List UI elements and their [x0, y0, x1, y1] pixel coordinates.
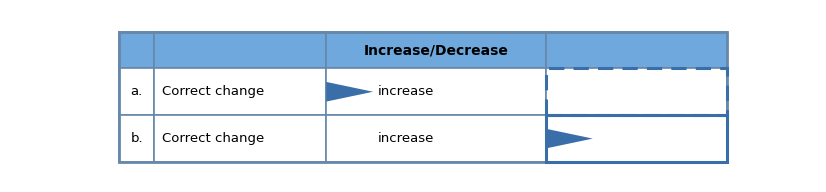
Bar [119, 115, 154, 162]
Bar [546, 115, 728, 162]
Text: b.: b. [131, 132, 143, 145]
Bar [154, 32, 326, 68]
Bar [546, 68, 728, 115]
Text: increase: increase [378, 132, 434, 145]
Bar [119, 32, 154, 68]
Polygon shape [546, 129, 593, 148]
Bar [119, 32, 728, 162]
Text: increase: increase [378, 85, 434, 98]
Text: a.: a. [131, 85, 143, 98]
Text: Correct change: Correct change [162, 132, 264, 145]
Bar [546, 32, 728, 68]
Bar [326, 68, 546, 115]
Polygon shape [326, 82, 373, 102]
Bar [154, 68, 326, 115]
Bar [326, 32, 546, 68]
Text: Correct change: Correct change [162, 85, 264, 98]
Bar [546, 115, 728, 162]
Bar [119, 68, 154, 115]
Bar [326, 115, 546, 162]
Text: Increase/Decrease: Increase/Decrease [363, 43, 509, 57]
Bar [546, 68, 728, 115]
Bar [154, 115, 326, 162]
